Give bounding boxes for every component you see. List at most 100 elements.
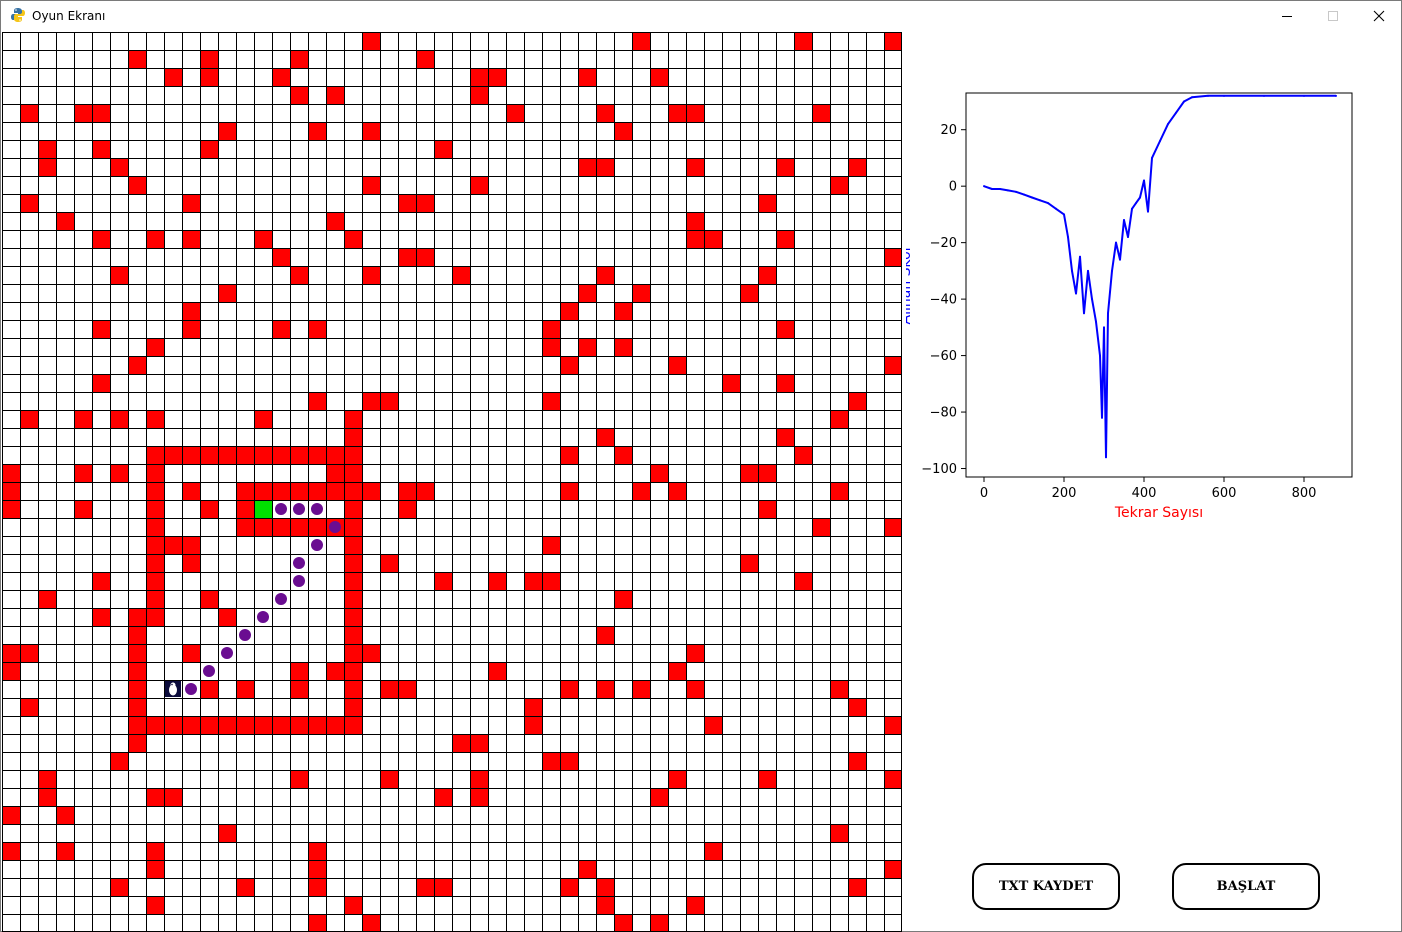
- minimize-icon: [1282, 16, 1292, 17]
- obstacle-cell: [38, 158, 56, 176]
- obstacle-cell: [146, 446, 164, 464]
- obstacle-cell: [110, 158, 128, 176]
- obstacle-cell: [200, 446, 218, 464]
- obstacle-cell: [542, 536, 560, 554]
- obstacle-cell: [614, 914, 632, 932]
- obstacle-cell: [632, 680, 650, 698]
- obstacle-cell: [596, 266, 614, 284]
- obstacle-cell: [542, 572, 560, 590]
- obstacle-cell: [218, 716, 236, 734]
- path-dot: [239, 629, 251, 641]
- obstacle-cell: [218, 824, 236, 842]
- obstacle-cell: [20, 698, 38, 716]
- obstacle-cell: [632, 284, 650, 302]
- obstacle-cell: [686, 230, 704, 248]
- game-grid[interactable]: [2, 32, 902, 932]
- obstacle-cell: [20, 410, 38, 428]
- series-point: [1335, 94, 1337, 97]
- obstacle-cell: [740, 554, 758, 572]
- obstacle-cell: [308, 392, 326, 410]
- obstacle-cell: [290, 662, 308, 680]
- obstacle-cell: [200, 50, 218, 68]
- obstacle-cell: [488, 68, 506, 86]
- series-point: [1055, 207, 1057, 210]
- x-tick-label: 400: [1132, 486, 1157, 501]
- obstacle-cell: [236, 878, 254, 896]
- obstacle-cell: [344, 230, 362, 248]
- obstacle-cell: [362, 32, 380, 50]
- obstacle-cell: [200, 680, 218, 698]
- obstacle-cell: [2, 644, 20, 662]
- series-point: [1263, 94, 1265, 97]
- obstacle-cell: [416, 482, 434, 500]
- obstacle-cell: [596, 896, 614, 914]
- obstacle-cell: [164, 536, 182, 554]
- obstacle-cell: [344, 518, 362, 536]
- obstacle-cell: [650, 788, 668, 806]
- obstacle-cell: [2, 500, 20, 518]
- obstacle-cell: [542, 338, 560, 356]
- obstacle-cell: [236, 446, 254, 464]
- obstacle-cell: [686, 896, 704, 914]
- obstacle-cell: [794, 32, 812, 50]
- y-axis-label: Alınan Skor: [906, 245, 914, 324]
- series-point: [1143, 179, 1145, 182]
- minimize-button[interactable]: [1264, 1, 1310, 31]
- obstacle-cell: [416, 248, 434, 266]
- series-point: [1207, 94, 1209, 97]
- obstacle-cell: [884, 518, 902, 536]
- obstacle-cell: [776, 320, 794, 338]
- maximize-icon: [1328, 11, 1338, 21]
- obstacle-cell: [344, 410, 362, 428]
- obstacle-cell: [128, 644, 146, 662]
- obstacle-cell: [254, 482, 272, 500]
- y-tick-label: 20: [940, 123, 957, 138]
- series-point: [1111, 269, 1113, 272]
- close-button[interactable]: [1356, 1, 1402, 31]
- obstacle-cell: [146, 590, 164, 608]
- series-point: [1127, 236, 1129, 238]
- title-bar[interactable]: Oyun Ekranı: [1, 1, 1401, 31]
- obstacle-cell: [830, 176, 848, 194]
- obstacle-cell: [344, 428, 362, 446]
- obstacle-cell: [200, 140, 218, 158]
- obstacle-cell: [236, 518, 254, 536]
- maximize-button[interactable]: [1310, 1, 1356, 31]
- obstacle-cell: [236, 680, 254, 698]
- obstacle-cell: [812, 104, 830, 122]
- obstacle-cell: [578, 158, 596, 176]
- obstacle-cell: [290, 716, 308, 734]
- path-dot: [221, 647, 233, 659]
- path-dot: [275, 503, 287, 515]
- obstacle-cell: [290, 518, 308, 536]
- obstacle-cell: [524, 572, 542, 590]
- obstacle-cell: [344, 644, 362, 662]
- path-dot: [311, 539, 323, 551]
- obstacle-cell: [470, 176, 488, 194]
- obstacle-cell: [380, 392, 398, 410]
- obstacle-cell: [470, 770, 488, 788]
- obstacle-cell: [182, 446, 200, 464]
- obstacle-cell: [488, 662, 506, 680]
- start-button[interactable]: BAŞLAT: [1172, 863, 1320, 910]
- obstacle-cell: [272, 248, 290, 266]
- obstacle-cell: [254, 716, 272, 734]
- close-icon: [1373, 10, 1385, 22]
- obstacle-cell: [560, 680, 578, 698]
- obstacle-cell: [20, 194, 38, 212]
- obstacle-cell: [110, 266, 128, 284]
- obstacle-cell: [92, 572, 110, 590]
- series-point: [1135, 202, 1137, 205]
- obstacle-cell: [182, 554, 200, 572]
- series-point: [1075, 292, 1077, 295]
- obstacle-cell: [200, 590, 218, 608]
- obstacle-cell: [236, 482, 254, 500]
- obstacle-cell: [146, 788, 164, 806]
- obstacle-cell: [758, 464, 776, 482]
- obstacle-cell: [344, 464, 362, 482]
- txt-save-button[interactable]: TXT KAYDET: [972, 863, 1120, 910]
- path-dot: [329, 521, 341, 533]
- obstacle-cell: [182, 194, 200, 212]
- obstacle-cell: [362, 176, 380, 194]
- obstacle-cell: [308, 320, 326, 338]
